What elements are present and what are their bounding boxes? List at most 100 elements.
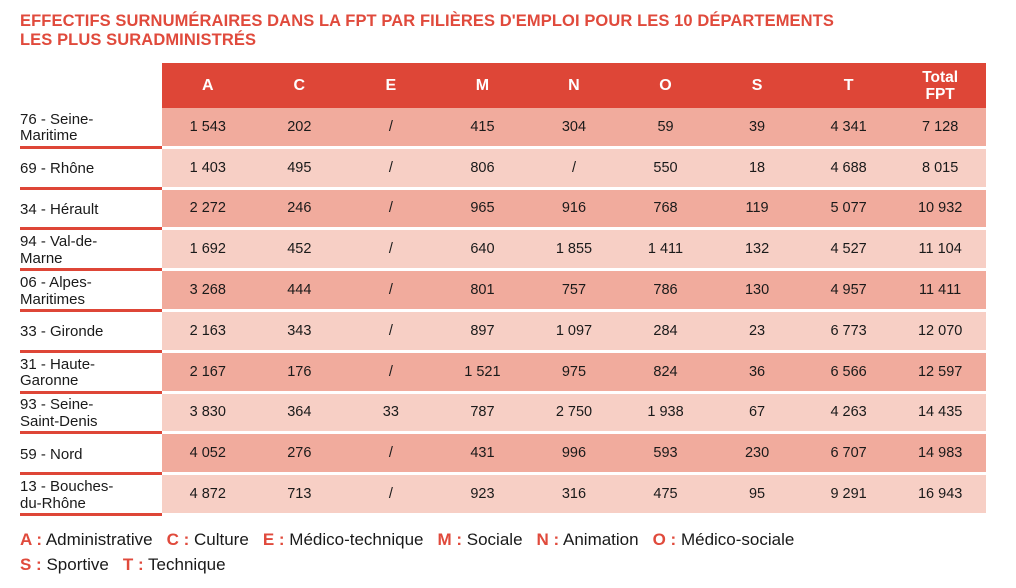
legend-code: E : — [262, 530, 285, 549]
row-label-line: 69 - Rhône — [20, 159, 95, 177]
table-cell: 4 957 — [802, 271, 895, 312]
total-cell: 12 070 — [894, 312, 986, 353]
column-header-c: C — [293, 77, 306, 94]
table-cell: 1 855 — [528, 230, 620, 272]
table-cell: / — [345, 271, 437, 312]
table-cell: 475 — [619, 475, 712, 516]
table-cell: 1 938 — [619, 394, 712, 435]
table-cell: / — [528, 149, 620, 190]
total-cell: 10 932 — [894, 190, 986, 231]
legend-item: C : Culture — [167, 530, 249, 549]
legend-code: O : — [652, 530, 677, 549]
legend-text: Sociale — [466, 530, 523, 549]
row-label-line: Marne — [20, 249, 63, 267]
legend-item: T : Technique — [123, 555, 226, 574]
table-cell: 806 — [436, 149, 529, 190]
row-cells: 1 403 495/806/550 18 4 688 8 015 — [162, 148, 986, 190]
row-label-text: 76 - Seine- Maritime — [20, 110, 94, 145]
legend-text: Administrative — [45, 530, 153, 549]
row-label-line: 13 - Bouches- — [20, 478, 114, 496]
table-cell: / — [345, 475, 437, 516]
table-cell: 415 — [436, 108, 529, 149]
table-cell: 824 — [619, 353, 712, 394]
legend-code: S : — [20, 555, 42, 574]
row-label-text: 06 - Alpes- Maritimes — [20, 275, 92, 308]
table-cell: 36 — [711, 353, 803, 394]
legend: A : Administrative C : Culture E : Médico-… — [20, 527, 808, 577]
table-cell: / — [345, 190, 437, 231]
row-label-line: 33 - Gironde — [20, 323, 104, 341]
table-cell: 916 — [528, 190, 620, 231]
legend-text: Sportive — [46, 555, 109, 574]
legend-item: M : Sociale — [437, 530, 522, 549]
legend-line: S : Sportive T : Technique — [20, 552, 808, 577]
total-cell: 16 943 — [894, 475, 986, 516]
table-row: 76 - Seine- Maritime 1 543 202/415 304 59 39 4 … — [20, 108, 986, 149]
table-cell: 6 707 — [802, 434, 895, 476]
row-label-line: 34 - Hérault — [20, 200, 99, 218]
table-cell: 713 — [253, 475, 346, 516]
row-label-line: 94 - Val-de- — [20, 233, 98, 251]
table-cell: 284 — [619, 312, 712, 353]
row-cells: 3 268 444/801 757 786 130 4 957 11 411 — [162, 271, 986, 312]
row-cells: 4 872 713/923 316 475 95 9 291 16 943 — [162, 475, 986, 516]
row-label-line: 31 - Haute- — [20, 355, 96, 373]
table-cell: 6 566 — [802, 353, 895, 394]
table-cell: / — [345, 108, 437, 149]
table-cell: 67 — [711, 394, 803, 435]
table-cell: 343 — [253, 312, 346, 353]
row-label-line: Maritime — [20, 127, 78, 145]
table-cell: 1 403 — [162, 149, 254, 190]
legend-code: C : — [166, 530, 190, 549]
table-row: 59 - Nord 4 052 276/431 996 593 230 6 707 14 98… — [20, 434, 986, 476]
table-cell: 4 872 — [162, 475, 254, 516]
row-label-line: 76 - Seine- — [20, 110, 94, 128]
table-cell: 495 — [253, 149, 346, 190]
table-cell: 316 — [528, 475, 620, 516]
table-cell: 176 — [253, 353, 346, 394]
page-title: EFFECTIFS SURNUMÉRAIRES DANS LA FPT PAR … — [20, 12, 920, 50]
row-label-text: 31 - Haute- Garonne — [20, 355, 96, 390]
table-cell: 4 688 — [802, 149, 895, 190]
table-row: 13 - Bouches-du-Rhône 4 872 713/923 316 475 9… — [20, 475, 986, 516]
table-cell: 1 521 — [436, 353, 529, 394]
table-cell: / — [345, 149, 437, 190]
legend-item: A : Administrative — [20, 530, 153, 549]
table-cell: / — [345, 230, 437, 272]
table-cell: 923 — [436, 475, 529, 516]
title-line-1: EFFECTIFS SURNUMÉRAIRES DANS LA FPT PAR … — [20, 12, 834, 30]
row-label-line: 93 - Seine- — [20, 396, 94, 414]
table-row: 31 - Haute- Garonne 2 167 176/1 521 975 824 36… — [20, 352, 986, 394]
table-cell: 95 — [711, 475, 803, 516]
table-cell: 1 543 — [162, 108, 254, 149]
table-row: 33 - Gironde 2 163 343/897 1 097 284 23 6 773 1… — [20, 311, 986, 353]
row-label: 31 - Haute- Garonne — [20, 353, 162, 394]
table-cell: 550 — [619, 149, 712, 190]
table-cell: 801 — [436, 271, 529, 312]
table-cell: 304 — [528, 108, 620, 149]
column-header-m: M — [475, 77, 490, 94]
table-cell: 2 163 — [162, 312, 254, 353]
table-cell: 59 — [619, 108, 712, 149]
row-label-line: Saint-Denis — [20, 412, 98, 430]
row-cells: 3 830 364 33 787 2 750 1 938 67 4 263 14 435 — [162, 393, 986, 435]
table-cell: 246 — [253, 190, 346, 231]
column-header-a: A — [201, 77, 214, 94]
table-cell: 364 — [253, 394, 346, 435]
table-cell: 5 077 — [802, 190, 895, 231]
table-cell: / — [345, 434, 437, 476]
row-label-line: Maritimes — [20, 290, 86, 308]
table-row: 06 - Alpes- Maritimes 3 268 444/801 757 786 13… — [20, 271, 986, 312]
title-line-2: LES PLUS SURADMINISTRÉS — [20, 31, 257, 49]
total-cell: 14 983 — [894, 434, 986, 476]
legend-text: Culture — [194, 530, 249, 549]
table-cell: 965 — [436, 190, 529, 231]
row-label: 06 - Alpes- Maritimes — [20, 271, 162, 312]
table-cell: 996 — [528, 434, 620, 476]
table-cell: 119 — [711, 190, 803, 231]
table-cell: / — [345, 353, 437, 394]
row-label-text: 33 - Gironde — [20, 324, 103, 341]
table-cell: 1 692 — [162, 230, 254, 272]
table-cell: 6 773 — [802, 312, 895, 353]
table-header: A C E M N O S T Total FPT — [162, 63, 986, 108]
